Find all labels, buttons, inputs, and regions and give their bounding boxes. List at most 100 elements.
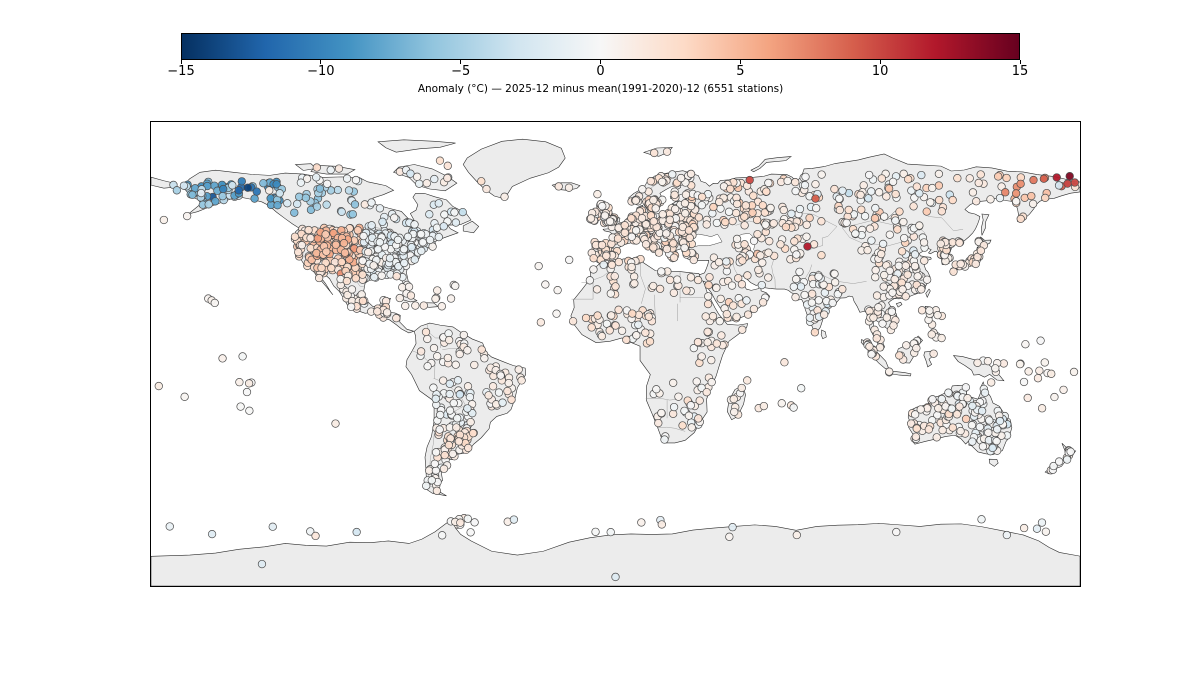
station-dot bbox=[805, 313, 815, 322]
station-dot bbox=[781, 222, 791, 232]
station-dot bbox=[245, 406, 254, 415]
station-dot bbox=[680, 199, 690, 208]
station-dot bbox=[673, 275, 682, 284]
station-dot bbox=[463, 514, 472, 523]
station-dot bbox=[669, 253, 679, 262]
station-dot bbox=[830, 278, 840, 287]
station-dot bbox=[802, 220, 811, 229]
station-dot bbox=[455, 430, 465, 439]
station-dot bbox=[835, 194, 844, 203]
station-dot bbox=[440, 451, 449, 460]
station-dot bbox=[927, 330, 936, 339]
station-dot bbox=[470, 518, 479, 527]
station-dot bbox=[917, 285, 926, 294]
station-dot bbox=[552, 309, 561, 318]
station-dot bbox=[758, 298, 768, 307]
station-dot bbox=[265, 186, 274, 195]
station-dot bbox=[207, 529, 217, 539]
station-dot bbox=[729, 394, 738, 404]
station-dot bbox=[422, 179, 431, 188]
station-dot bbox=[910, 250, 920, 259]
station-dot bbox=[703, 338, 712, 347]
landmass bbox=[151, 517, 1080, 586]
station-dot bbox=[347, 285, 357, 294]
station-dot bbox=[395, 293, 404, 303]
station-dot bbox=[705, 273, 714, 282]
station-dot bbox=[464, 443, 473, 453]
station-dot bbox=[738, 256, 747, 265]
station-dot bbox=[649, 243, 658, 252]
country-border bbox=[808, 226, 838, 251]
station-dot bbox=[791, 293, 800, 302]
station-dot bbox=[1055, 457, 1064, 466]
station-dot bbox=[754, 265, 763, 275]
station-dot bbox=[641, 328, 650, 337]
station-dot bbox=[693, 337, 703, 347]
station-dot bbox=[337, 257, 346, 267]
station-dot bbox=[956, 426, 965, 436]
station-dot bbox=[431, 394, 440, 403]
station-dot bbox=[507, 395, 516, 404]
station-dot bbox=[644, 312, 653, 321]
station-dot bbox=[737, 383, 746, 393]
station-dot bbox=[838, 186, 847, 195]
station-dot bbox=[812, 204, 821, 213]
station-dot bbox=[477, 345, 486, 354]
station-dot bbox=[797, 384, 806, 393]
station-dot bbox=[242, 387, 252, 397]
station-dot bbox=[662, 229, 671, 238]
station-dot bbox=[445, 379, 454, 388]
station-dot bbox=[373, 307, 382, 316]
station-dot bbox=[610, 272, 619, 281]
station-dot bbox=[641, 220, 651, 229]
station-dot bbox=[662, 147, 672, 156]
station-dot bbox=[968, 401, 977, 411]
station-dot bbox=[805, 213, 814, 223]
station-dot bbox=[450, 208, 459, 217]
station-dot bbox=[703, 327, 712, 336]
station-dot bbox=[765, 237, 774, 246]
station-dot bbox=[1029, 175, 1038, 185]
station-dot bbox=[290, 208, 299, 217]
station-dot bbox=[404, 282, 414, 291]
station-dot bbox=[455, 390, 464, 399]
station-dot bbox=[938, 426, 947, 435]
station-dot bbox=[895, 351, 904, 360]
station-dot bbox=[985, 416, 994, 425]
station-dot bbox=[867, 350, 876, 359]
station-dot bbox=[218, 354, 227, 363]
station-dot bbox=[283, 199, 292, 208]
lake bbox=[687, 233, 723, 249]
station-dot bbox=[1041, 193, 1050, 203]
station-dot bbox=[790, 237, 799, 246]
station-dot bbox=[709, 253, 719, 262]
station-dot bbox=[709, 202, 718, 212]
station-dot bbox=[399, 245, 409, 254]
station-dot bbox=[1021, 340, 1030, 349]
station-dot bbox=[627, 262, 636, 272]
station-dot bbox=[451, 360, 460, 369]
station-dot bbox=[1001, 188, 1010, 197]
station-dot bbox=[980, 388, 990, 397]
country-border bbox=[571, 282, 594, 300]
station-dot bbox=[514, 365, 523, 374]
station-dot bbox=[758, 258, 767, 267]
station-dot bbox=[686, 401, 695, 410]
station-dot bbox=[971, 259, 980, 269]
station-dot bbox=[312, 248, 321, 258]
station-dot bbox=[605, 326, 614, 335]
station-dot bbox=[995, 416, 1005, 426]
station-dot bbox=[662, 244, 672, 254]
station-dot bbox=[410, 220, 419, 229]
station-dot bbox=[851, 229, 860, 238]
station-dot bbox=[956, 259, 965, 269]
station-dot bbox=[801, 172, 810, 181]
station-dot bbox=[899, 169, 908, 178]
station-dot bbox=[350, 200, 360, 209]
station-dot bbox=[880, 212, 889, 221]
station-dot bbox=[340, 248, 350, 257]
station-dot bbox=[671, 204, 680, 214]
station-dot bbox=[290, 232, 300, 241]
station-dot bbox=[237, 177, 246, 186]
station-dot bbox=[707, 378, 716, 387]
